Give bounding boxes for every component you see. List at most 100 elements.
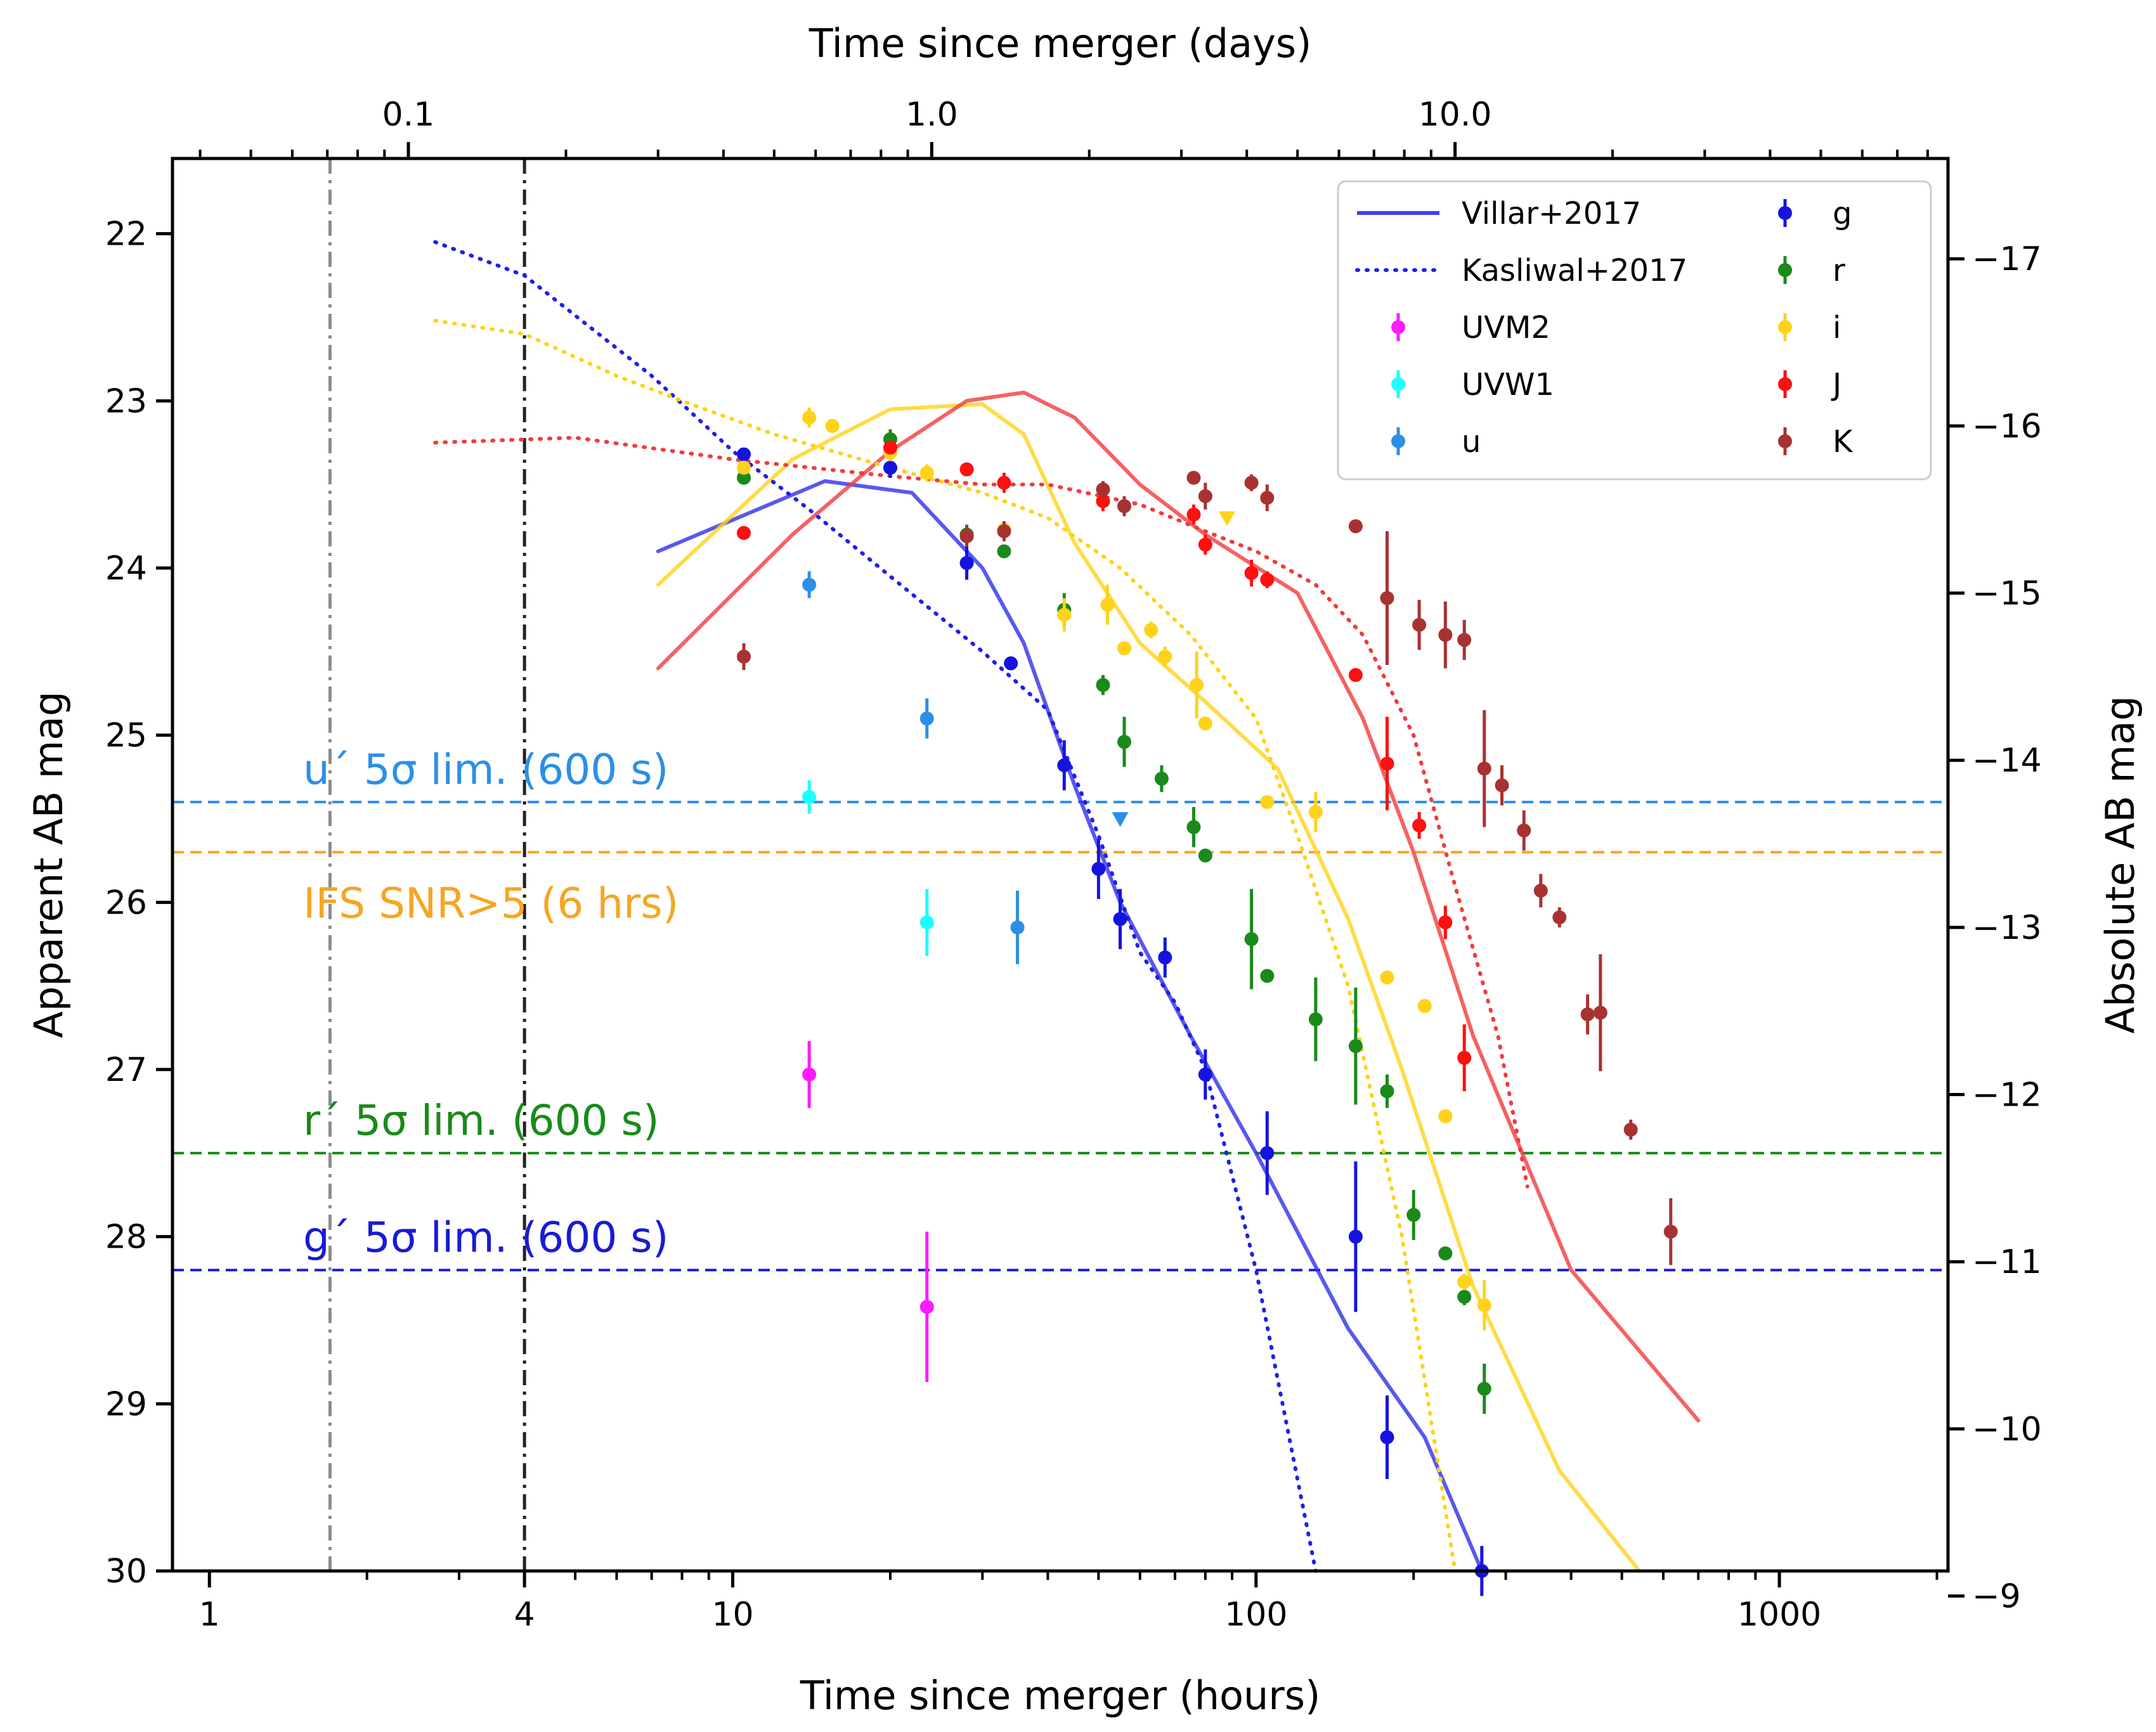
y-tick-label-2: 24 [105,550,147,588]
point-i-4 [919,465,934,480]
point-K-20 [1593,1005,1607,1020]
point-g-4 [1057,758,1072,773]
legend-label-2: UVM2 [1462,310,1550,346]
point-r-3 [997,544,1011,559]
point-r-13 [1348,1039,1363,1054]
legend-label-3: UVW1 [1462,367,1554,403]
y-right-tick-label-7: −10 [1972,1411,2042,1449]
point-i-6 [1057,607,1072,622]
point-g-3 [1004,656,1018,671]
legend-label-7: i [1833,310,1841,346]
point-J-1 [883,441,897,455]
model-curve-kasliwal_i [433,318,1457,1573]
legend-swatch-2 [1391,320,1405,334]
point-K-12 [1438,628,1453,642]
point-K-18 [1552,910,1567,925]
limit-label-3: g´ 5σ lim. (600 s) [303,1213,668,1262]
axis-ticks: 1 4 10 100 1000 0.1 1.0 10.0 22 23 24 25 26 27 28 29 30 −… [105,96,2042,1634]
point-K-10 [1380,591,1394,605]
point-J-11 [1412,818,1427,833]
point-i-2 [825,418,840,433]
point-u-0 [802,578,817,592]
legend-label-6: r [1833,253,1845,288]
point-J-0 [737,526,751,540]
point-r-5 [1096,678,1110,692]
y-right-tick-label-6: −11 [1972,1243,2042,1281]
y-tick-label-5: 27 [105,1051,147,1089]
point-J-7 [1244,565,1259,580]
model-curve-villar_J [656,391,1701,1423]
point-K-16 [1517,823,1531,837]
legend-swatch-3 [1391,377,1405,391]
point-K-2 [997,524,1011,538]
model-curves [433,240,1701,1573]
point-r-14 [1380,1084,1394,1099]
point-K-11 [1412,617,1427,632]
point-r-9 [1198,848,1212,863]
point-i-14 [1308,805,1323,819]
point-i-17 [1438,1109,1453,1123]
point-K-15 [1495,778,1509,792]
point-J-2 [959,462,974,477]
point-g-9 [1260,1146,1275,1160]
point-i-13 [1260,795,1275,810]
point-J-6 [1198,538,1212,552]
point-J-9 [1348,668,1363,682]
point-i-19 [1477,1298,1491,1312]
point-u-1 [919,711,934,726]
x-axis-title-top: Time since merger (days) [808,20,1312,67]
top-tick-label-2: 10.0 [1419,96,1492,134]
upper-limit-u-3 [1112,812,1129,827]
point-K-17 [1533,883,1548,898]
point-r-10 [1244,932,1259,947]
point-UVM2-0 [802,1067,817,1082]
y-tick-label-8: 30 [105,1553,147,1591]
y-right-tick-label-5: −12 [1972,1076,2042,1115]
point-K-0 [737,649,751,664]
limit-label-2: r´ 5σ lim. (600 s) [303,1096,659,1145]
point-J-4 [1096,494,1110,508]
legend-label-5: g [1833,196,1852,231]
model-curve-kasliwal_g [433,240,1318,1573]
point-g-8 [1198,1067,1212,1082]
point-r-18 [1477,1381,1491,1396]
legend-swatch-6 [1778,263,1792,277]
vertical-markers [328,158,526,1571]
point-g-1 [883,460,897,475]
point-r-8 [1186,820,1201,834]
point-J-10 [1380,756,1394,771]
y-right-tick-label-8: −9 [1972,1578,2021,1616]
legend-swatch-5 [1778,206,1792,220]
point-i-7 [1100,597,1115,612]
top-tick-label-0: 0.1 [382,96,435,134]
legend-label-0: Villar+2017 [1462,196,1641,231]
point-g-10 [1348,1229,1363,1244]
point-i-0 [737,460,751,475]
x-tick-label-0: 1 [199,1596,220,1634]
point-g-2 [959,556,974,571]
point-r-11 [1260,969,1275,983]
model-curve-kasliwal_J [433,436,1529,1189]
x-tick-label-1: 4 [514,1596,535,1634]
point-r-6 [1117,735,1131,749]
y-axis-title-left: Apparent AB mag [25,691,72,1038]
y-tick-label-3: 25 [105,717,147,755]
point-g-5 [1091,862,1106,876]
point-i-10 [1158,649,1172,664]
legend-swatch-4 [1391,434,1405,448]
point-K-21 [1623,1122,1638,1137]
point-i-18 [1457,1274,1472,1289]
point-K-7 [1244,475,1259,490]
point-r-7 [1154,772,1169,786]
point-g-7 [1158,950,1172,965]
point-r-15 [1406,1208,1421,1222]
point-UVM2-1 [919,1300,934,1314]
y-axis-title-right: Absolute AB mag [2097,695,2143,1033]
point-J-3 [997,475,1011,490]
y-right-tick-label-0: −17 [1972,240,2042,278]
x-axis-title-bottom: Time since merger (hours) [800,1672,1321,1719]
legend-box [1337,180,1932,481]
point-K-1 [959,529,974,543]
legend-label-8: J [1831,367,1841,403]
